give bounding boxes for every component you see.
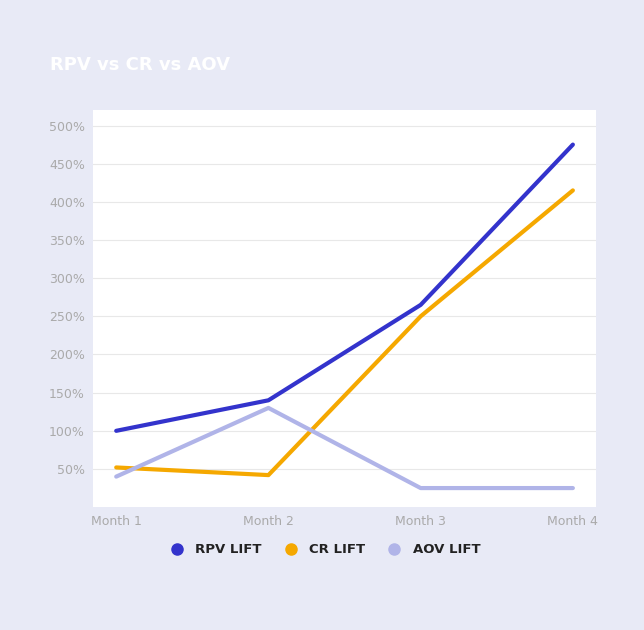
Legend: RPV LIFT, CR LIFT, AOV LIFT: RPV LIFT, CR LIFT, AOV LIFT (158, 538, 486, 561)
Text: RPV vs CR vs AOV: RPV vs CR vs AOV (50, 55, 230, 74)
